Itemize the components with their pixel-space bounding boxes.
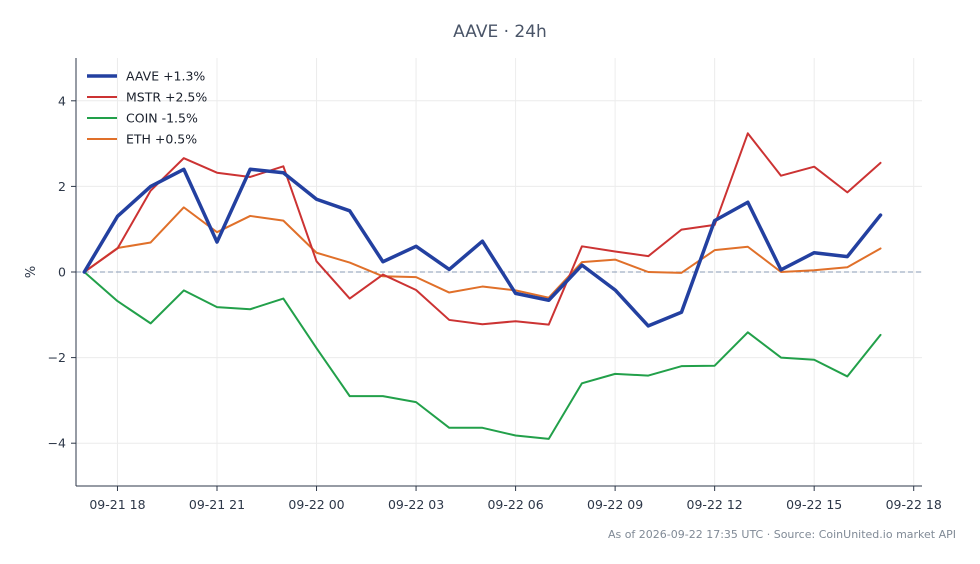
x-tick-label: 09-21 21 <box>189 497 245 512</box>
series-line-coin <box>83 271 882 440</box>
x-tick-label: 09-22 06 <box>487 497 543 512</box>
chart-title: AAVE · 24h <box>453 22 547 42</box>
x-tick-label: 09-22 18 <box>886 497 942 512</box>
x-tick-label: 09-22 00 <box>288 497 344 512</box>
x-tick-label: 09-22 15 <box>786 497 842 512</box>
y-tick-label: 4 <box>58 93 66 108</box>
y-tick-label: 2 <box>58 179 66 194</box>
series-lines <box>82 132 883 440</box>
y-tick-label: −2 <box>48 350 66 365</box>
source-note: As of 2026-09-22 17:35 UTC · Source: Coi… <box>608 528 956 541</box>
series-line-aave <box>82 167 883 328</box>
x-tick-label: 09-22 12 <box>687 497 743 512</box>
series-line-eth <box>83 206 882 299</box>
x-tick-label: 09-21 18 <box>89 497 145 512</box>
y-tick-label: −4 <box>48 436 66 451</box>
y-axis-label: % <box>24 266 39 278</box>
legend-label: MSTR +2.5% <box>126 90 207 105</box>
legend-label: ETH +0.5% <box>126 132 197 147</box>
legend-label: AAVE +1.3% <box>126 69 205 84</box>
legend-label: COIN -1.5% <box>126 111 198 126</box>
y-tick-label: 0 <box>58 265 66 280</box>
x-tick-label: 09-22 09 <box>587 497 643 512</box>
legend: AAVE +1.3% MSTR +2.5% COIN -1.5% ETH +0.5% <box>87 69 207 147</box>
x-tick-label: 09-22 03 <box>388 497 444 512</box>
axes: −4 −2 0 2 4 09-21 18 09-21 21 09-22 00 09-22 03 0… <box>48 58 942 512</box>
series-line-mstr <box>83 132 882 326</box>
